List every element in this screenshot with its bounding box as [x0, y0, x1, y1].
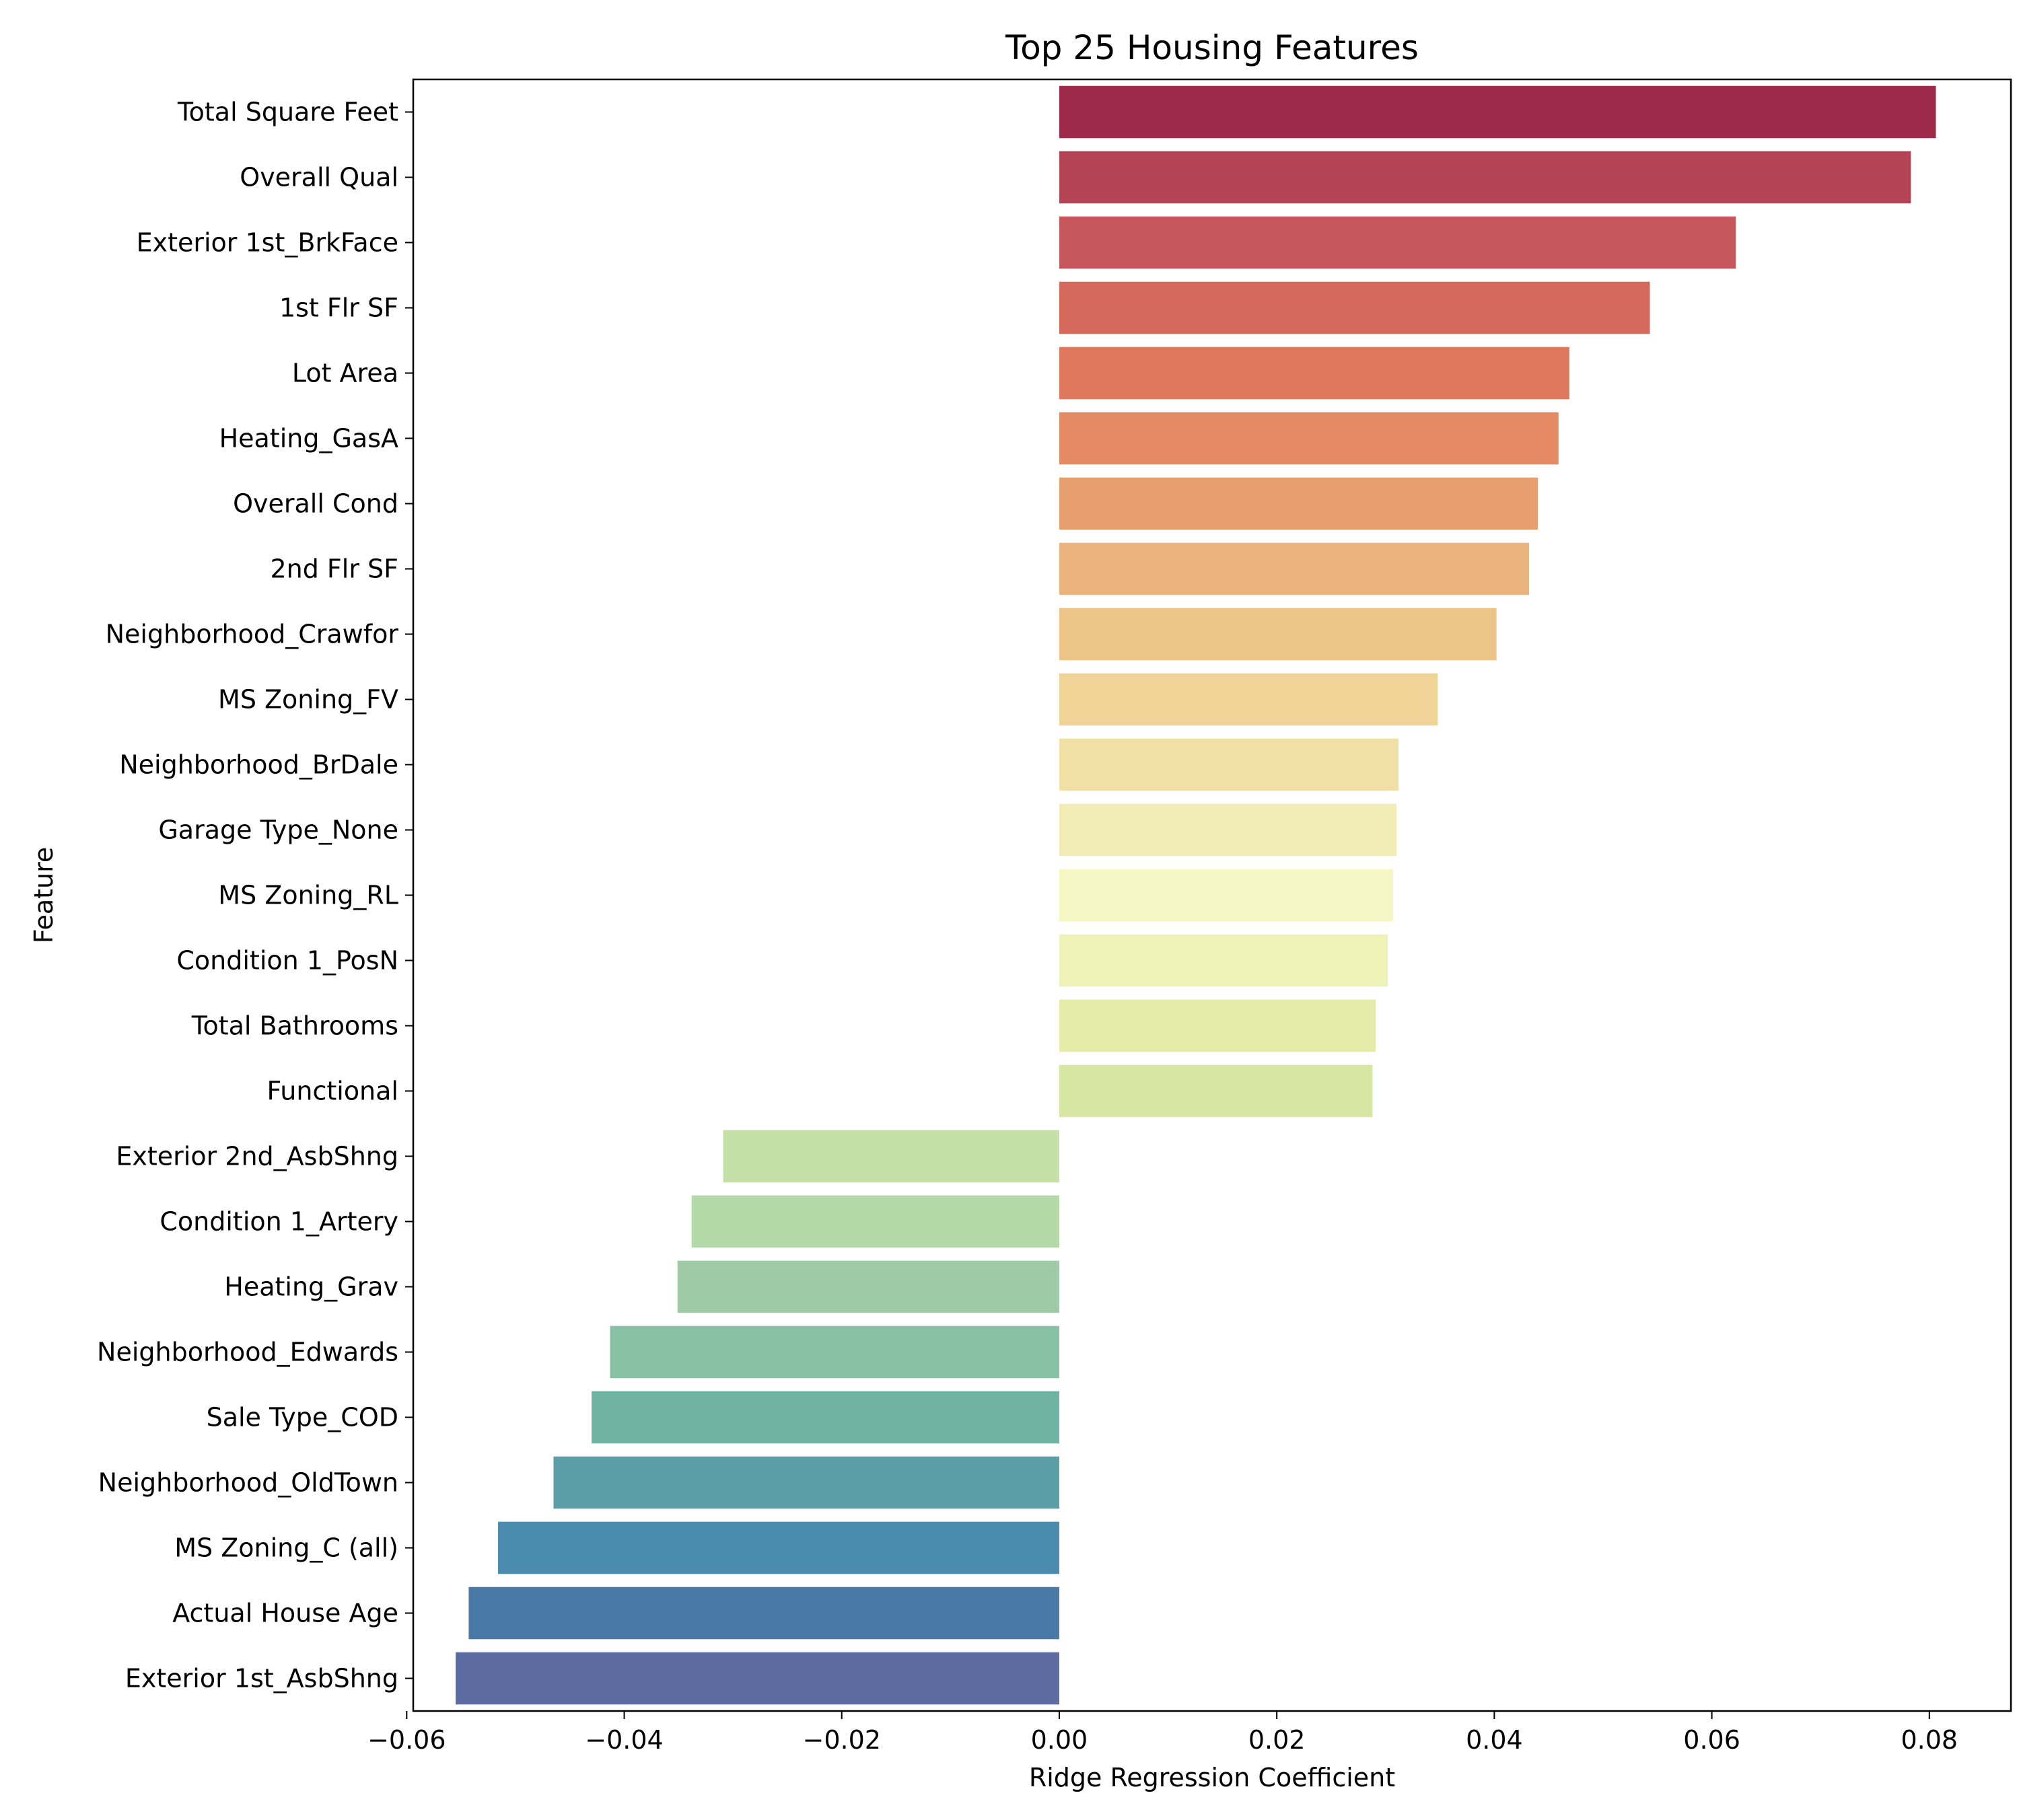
bar — [1059, 869, 1394, 922]
y-tick-label: Actual House Age — [172, 1599, 398, 1628]
bar — [1059, 281, 1650, 334]
bar — [723, 1130, 1059, 1183]
x-tick-label: 0.06 — [1683, 1725, 1740, 1755]
y-tick-label: Heating_GasA — [219, 424, 398, 453]
y-tick-label: Functional — [267, 1077, 398, 1106]
x-axis-label: Ridge Regression Coefficient — [1029, 1763, 1395, 1792]
bar — [610, 1325, 1059, 1379]
bar — [1059, 999, 1376, 1052]
y-tick-label: Lot Area — [292, 359, 398, 388]
x-tick-label: 0.04 — [1466, 1725, 1523, 1755]
y-tick-label: MS Zoning_C (all) — [174, 1533, 398, 1563]
bar — [1059, 216, 1736, 269]
bars-group — [456, 85, 1936, 1705]
bar — [468, 1587, 1059, 1640]
y-tick-label: Heating_Grav — [224, 1272, 398, 1302]
y-axis-label: Feature — [29, 847, 59, 944]
y-tick-label: 2nd Flr SF — [270, 554, 398, 584]
y-tick-label: Exterior 1st_BrkFace — [137, 228, 398, 258]
bar — [1059, 1064, 1373, 1118]
x-tick-label: 0.00 — [1031, 1725, 1088, 1755]
bar — [498, 1521, 1059, 1574]
y-tick-label: Neighborhood_BrDale — [119, 750, 398, 780]
bar — [1059, 151, 1911, 204]
bar — [691, 1195, 1059, 1248]
y-tick-label: Condition 1_Artery — [160, 1207, 398, 1237]
y-tick-label: Sale Type_COD — [207, 1403, 398, 1432]
y-tick-label: 1st Flr SF — [279, 293, 398, 323]
bar — [1059, 542, 1530, 595]
y-tick-label: Total Square Feet — [177, 98, 398, 127]
y-tick-label: MS Zoning_FV — [218, 685, 398, 715]
bar — [1059, 85, 1936, 139]
bar — [1059, 803, 1396, 857]
bar — [1059, 738, 1399, 791]
y-tick-label: Total Bathrooms — [191, 1011, 398, 1041]
x-tick-label: −0.04 — [585, 1725, 663, 1755]
x-tick-label: −0.02 — [803, 1725, 881, 1755]
bar — [553, 1456, 1059, 1509]
x-tick-label: 0.02 — [1248, 1725, 1306, 1755]
x-axis-ticks: −0.06 −0.04 −0.02 0.00 0.02 0.04 0.06 0.08 — [367, 1711, 1958, 1755]
y-tick-label: Neighborhood_Crawfor — [106, 620, 399, 649]
bar — [1059, 477, 1538, 530]
y-tick-label: Overall Qual — [240, 163, 398, 192]
y-tick-label: Exterior 2nd_AsbShng — [116, 1142, 398, 1171]
bar — [1059, 934, 1388, 987]
y-tick-label: MS Zoning_RL — [218, 881, 398, 910]
plot-frame — [412, 78, 2012, 1712]
chart-title: Top 25 Housing Features — [1005, 28, 1419, 67]
y-tick-label: Garage Type_None — [158, 815, 398, 845]
bar — [592, 1391, 1059, 1444]
y-tick-label: Neighborhood_OldTown — [98, 1468, 398, 1498]
y-tick-label: Neighborhood_Edwards — [97, 1338, 398, 1367]
y-axis-ticks: Total Square Feet Overall Qual Exterior 1s… — [97, 98, 413, 1694]
y-tick-label: Exterior 1st_AsbShng — [125, 1664, 398, 1694]
bar — [1059, 412, 1559, 465]
y-tick-label: Condition 1_PosN — [176, 946, 398, 976]
bar — [677, 1260, 1059, 1313]
bar — [1059, 608, 1497, 661]
x-tick-label: 0.08 — [1901, 1725, 1958, 1755]
bar — [1059, 673, 1438, 726]
x-tick-label: −0.06 — [367, 1725, 446, 1755]
y-tick-label: Overall Cond — [233, 489, 398, 519]
bar — [1059, 347, 1569, 400]
bar — [456, 1652, 1059, 1705]
